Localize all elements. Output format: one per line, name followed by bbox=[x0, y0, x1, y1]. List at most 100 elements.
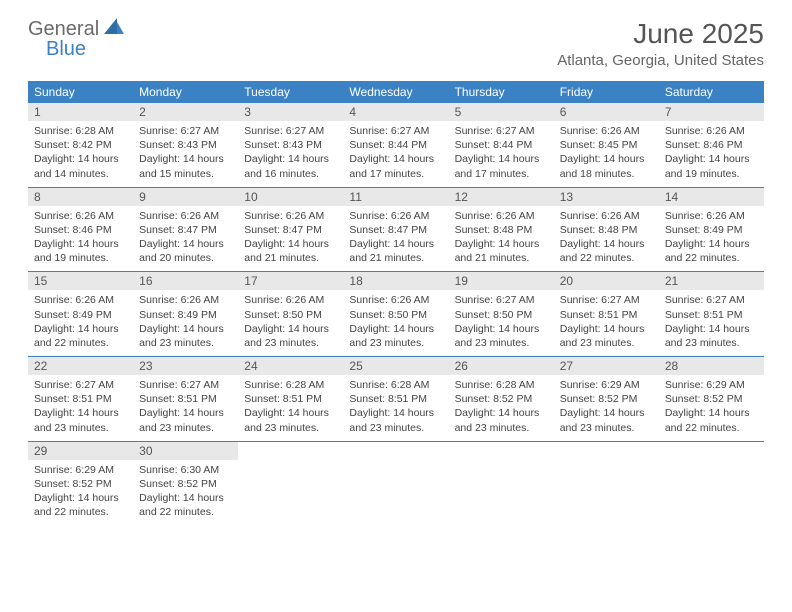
daylight-text-2: and 23 minutes. bbox=[455, 421, 548, 435]
daylight-text-2: and 16 minutes. bbox=[244, 167, 337, 181]
day-body: Sunrise: 6:26 AMSunset: 8:46 PMDaylight:… bbox=[659, 121, 764, 181]
sunset-text: Sunset: 8:51 PM bbox=[349, 392, 442, 406]
day-number: 5 bbox=[449, 103, 554, 121]
day-body: Sunrise: 6:27 AMSunset: 8:51 PMDaylight:… bbox=[554, 290, 659, 350]
day-number: 19 bbox=[449, 272, 554, 290]
sunrise-text: Sunrise: 6:27 AM bbox=[560, 293, 653, 307]
day-cell: 30Sunrise: 6:30 AMSunset: 8:52 PMDayligh… bbox=[133, 442, 238, 526]
day-cell: 21Sunrise: 6:27 AMSunset: 8:51 PMDayligh… bbox=[659, 272, 764, 356]
day-number: 7 bbox=[659, 103, 764, 121]
daylight-text-1: Daylight: 14 hours bbox=[665, 406, 758, 420]
sunrise-text: Sunrise: 6:28 AM bbox=[455, 378, 548, 392]
weekday-saturday: Saturday bbox=[659, 81, 764, 103]
weekday-tuesday: Tuesday bbox=[238, 81, 343, 103]
day-body: Sunrise: 6:28 AMSunset: 8:42 PMDaylight:… bbox=[28, 121, 133, 181]
day-number: 30 bbox=[133, 442, 238, 460]
daylight-text-2: and 19 minutes. bbox=[665, 167, 758, 181]
daylight-text-1: Daylight: 14 hours bbox=[455, 322, 548, 336]
day-cell: 27Sunrise: 6:29 AMSunset: 8:52 PMDayligh… bbox=[554, 357, 659, 441]
day-body: Sunrise: 6:26 AMSunset: 8:50 PMDaylight:… bbox=[343, 290, 448, 350]
sunset-text: Sunset: 8:48 PM bbox=[455, 223, 548, 237]
weekday-thursday: Thursday bbox=[449, 81, 554, 103]
day-body: Sunrise: 6:27 AMSunset: 8:50 PMDaylight:… bbox=[449, 290, 554, 350]
sunset-text: Sunset: 8:47 PM bbox=[244, 223, 337, 237]
sunrise-text: Sunrise: 6:26 AM bbox=[455, 209, 548, 223]
day-number: 4 bbox=[343, 103, 448, 121]
day-body: Sunrise: 6:27 AMSunset: 8:51 PMDaylight:… bbox=[659, 290, 764, 350]
day-number: 26 bbox=[449, 357, 554, 375]
sunset-text: Sunset: 8:49 PM bbox=[139, 308, 232, 322]
day-cell: 19Sunrise: 6:27 AMSunset: 8:50 PMDayligh… bbox=[449, 272, 554, 356]
calendar: Sunday Monday Tuesday Wednesday Thursday… bbox=[0, 73, 792, 525]
daylight-text-1: Daylight: 14 hours bbox=[560, 322, 653, 336]
daylight-text-2: and 23 minutes. bbox=[455, 336, 548, 350]
day-number: 14 bbox=[659, 188, 764, 206]
day-cell: 14Sunrise: 6:26 AMSunset: 8:49 PMDayligh… bbox=[659, 188, 764, 272]
daylight-text-1: Daylight: 14 hours bbox=[34, 152, 127, 166]
day-cell: 1Sunrise: 6:28 AMSunset: 8:42 PMDaylight… bbox=[28, 103, 133, 187]
week-row: 1Sunrise: 6:28 AMSunset: 8:42 PMDaylight… bbox=[28, 103, 764, 188]
day-cell: 18Sunrise: 6:26 AMSunset: 8:50 PMDayligh… bbox=[343, 272, 448, 356]
day-body: Sunrise: 6:26 AMSunset: 8:46 PMDaylight:… bbox=[28, 206, 133, 266]
daylight-text-2: and 23 minutes. bbox=[34, 421, 127, 435]
sunset-text: Sunset: 8:50 PM bbox=[455, 308, 548, 322]
sunrise-text: Sunrise: 6:27 AM bbox=[349, 124, 442, 138]
sunset-text: Sunset: 8:52 PM bbox=[560, 392, 653, 406]
sunrise-text: Sunrise: 6:26 AM bbox=[139, 293, 232, 307]
day-cell: 17Sunrise: 6:26 AMSunset: 8:50 PMDayligh… bbox=[238, 272, 343, 356]
header: General June 2025 Atlanta, Georgia, Unit… bbox=[0, 0, 792, 73]
day-cell: 25Sunrise: 6:28 AMSunset: 8:51 PMDayligh… bbox=[343, 357, 448, 441]
week-row: 22Sunrise: 6:27 AMSunset: 8:51 PMDayligh… bbox=[28, 357, 764, 442]
daylight-text-2: and 23 minutes. bbox=[139, 336, 232, 350]
weeks-container: 1Sunrise: 6:28 AMSunset: 8:42 PMDaylight… bbox=[28, 103, 764, 525]
logo-sail-icon bbox=[103, 17, 125, 40]
day-body: Sunrise: 6:27 AMSunset: 8:43 PMDaylight:… bbox=[133, 121, 238, 181]
day-cell: 4Sunrise: 6:27 AMSunset: 8:44 PMDaylight… bbox=[343, 103, 448, 187]
sunset-text: Sunset: 8:51 PM bbox=[34, 392, 127, 406]
daylight-text-2: and 23 minutes. bbox=[560, 336, 653, 350]
daylight-text-1: Daylight: 14 hours bbox=[244, 322, 337, 336]
daylight-text-2: and 23 minutes. bbox=[349, 421, 442, 435]
day-body: Sunrise: 6:29 AMSunset: 8:52 PMDaylight:… bbox=[28, 460, 133, 520]
sunset-text: Sunset: 8:43 PM bbox=[139, 138, 232, 152]
daylight-text-1: Daylight: 14 hours bbox=[560, 406, 653, 420]
day-body: Sunrise: 6:29 AMSunset: 8:52 PMDaylight:… bbox=[659, 375, 764, 435]
daylight-text-1: Daylight: 14 hours bbox=[244, 237, 337, 251]
sunrise-text: Sunrise: 6:26 AM bbox=[244, 293, 337, 307]
day-body: Sunrise: 6:26 AMSunset: 8:47 PMDaylight:… bbox=[343, 206, 448, 266]
sunset-text: Sunset: 8:46 PM bbox=[665, 138, 758, 152]
sunset-text: Sunset: 8:52 PM bbox=[139, 477, 232, 491]
day-number: 28 bbox=[659, 357, 764, 375]
sunrise-text: Sunrise: 6:27 AM bbox=[455, 124, 548, 138]
day-number: 22 bbox=[28, 357, 133, 375]
day-cell: 23Sunrise: 6:27 AMSunset: 8:51 PMDayligh… bbox=[133, 357, 238, 441]
day-number: 6 bbox=[554, 103, 659, 121]
day-number: 15 bbox=[28, 272, 133, 290]
day-body: Sunrise: 6:26 AMSunset: 8:48 PMDaylight:… bbox=[554, 206, 659, 266]
day-cell bbox=[343, 442, 448, 526]
daylight-text-2: and 22 minutes. bbox=[34, 336, 127, 350]
daylight-text-1: Daylight: 14 hours bbox=[349, 406, 442, 420]
daylight-text-2: and 23 minutes. bbox=[349, 336, 442, 350]
daylight-text-1: Daylight: 14 hours bbox=[560, 152, 653, 166]
day-body: Sunrise: 6:26 AMSunset: 8:49 PMDaylight:… bbox=[133, 290, 238, 350]
day-cell: 2Sunrise: 6:27 AMSunset: 8:43 PMDaylight… bbox=[133, 103, 238, 187]
sunrise-text: Sunrise: 6:30 AM bbox=[139, 463, 232, 477]
sunrise-text: Sunrise: 6:26 AM bbox=[34, 293, 127, 307]
day-cell: 26Sunrise: 6:28 AMSunset: 8:52 PMDayligh… bbox=[449, 357, 554, 441]
daylight-text-1: Daylight: 14 hours bbox=[455, 152, 548, 166]
daylight-text-1: Daylight: 14 hours bbox=[665, 152, 758, 166]
sunset-text: Sunset: 8:46 PM bbox=[34, 223, 127, 237]
day-body: Sunrise: 6:27 AMSunset: 8:51 PMDaylight:… bbox=[28, 375, 133, 435]
day-body: Sunrise: 6:27 AMSunset: 8:43 PMDaylight:… bbox=[238, 121, 343, 181]
sunset-text: Sunset: 8:50 PM bbox=[349, 308, 442, 322]
day-cell: 10Sunrise: 6:26 AMSunset: 8:47 PMDayligh… bbox=[238, 188, 343, 272]
daylight-text-1: Daylight: 14 hours bbox=[139, 152, 232, 166]
day-cell: 28Sunrise: 6:29 AMSunset: 8:52 PMDayligh… bbox=[659, 357, 764, 441]
day-body: Sunrise: 6:26 AMSunset: 8:48 PMDaylight:… bbox=[449, 206, 554, 266]
day-number: 25 bbox=[343, 357, 448, 375]
daylight-text-1: Daylight: 14 hours bbox=[139, 406, 232, 420]
daylight-text-2: and 15 minutes. bbox=[139, 167, 232, 181]
sunset-text: Sunset: 8:51 PM bbox=[139, 392, 232, 406]
day-number: 13 bbox=[554, 188, 659, 206]
